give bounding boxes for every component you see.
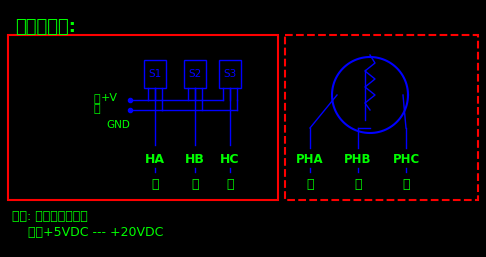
Bar (219, 60, 241, 88)
Bar (8, 35, 278, 200)
Text: 绿: 绿 (354, 178, 362, 191)
Text: 连接示意图:: 连接示意图: (15, 18, 76, 36)
Text: 绿: 绿 (191, 178, 199, 191)
Text: +V: +V (101, 93, 118, 103)
Text: 红: 红 (93, 94, 100, 104)
Text: 黄: 黄 (306, 178, 314, 191)
Text: 蓝: 蓝 (226, 178, 234, 191)
Bar (184, 60, 206, 88)
Text: 注意: 霍尔的工作电压: 注意: 霍尔的工作电压 (12, 210, 88, 223)
Text: HA: HA (145, 153, 165, 166)
Text: PHA: PHA (296, 153, 324, 166)
Bar (144, 60, 166, 88)
Text: 黑: 黑 (93, 104, 100, 114)
Text: 蓝: 蓝 (402, 178, 410, 191)
Text: PHB: PHB (344, 153, 372, 166)
Text: HB: HB (185, 153, 205, 166)
Text: 黄: 黄 (151, 178, 159, 191)
Text: S3: S3 (224, 69, 237, 79)
Text: S2: S2 (189, 69, 202, 79)
Text: S1: S1 (148, 69, 162, 79)
Text: HC: HC (220, 153, 240, 166)
Text: PHC: PHC (392, 153, 419, 166)
Text: 电压+5VDC --- +20VDC: 电压+5VDC --- +20VDC (12, 226, 163, 239)
Text: GND: GND (106, 120, 130, 130)
Bar (285, 35, 478, 200)
